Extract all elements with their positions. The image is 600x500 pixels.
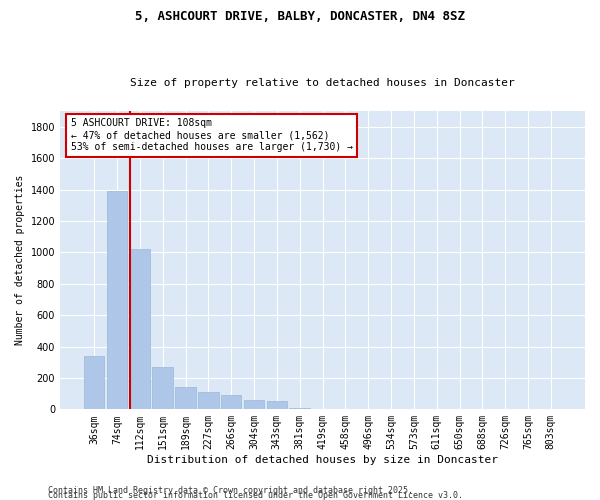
Text: 5, ASHCOURT DRIVE, BALBY, DONCASTER, DN4 8SZ: 5, ASHCOURT DRIVE, BALBY, DONCASTER, DN4…: [135, 10, 465, 23]
Bar: [152, 367, 173, 410]
Text: 5 ASHCOURT DRIVE: 108sqm
← 47% of detached houses are smaller (1,562)
53% of sem: 5 ASHCOURT DRIVE: 108sqm ← 47% of detach…: [71, 118, 353, 152]
Bar: [221, 395, 241, 409]
X-axis label: Distribution of detached houses by size in Doncaster: Distribution of detached houses by size …: [147, 455, 498, 465]
Bar: [266, 400, 287, 409]
Bar: [198, 392, 218, 409]
Title: Size of property relative to detached houses in Doncaster: Size of property relative to detached ho…: [130, 78, 515, 88]
Bar: [175, 388, 196, 409]
Bar: [84, 356, 104, 410]
Bar: [312, 408, 333, 410]
Bar: [107, 191, 127, 410]
Y-axis label: Number of detached properties: Number of detached properties: [15, 175, 25, 346]
Text: Contains HM Land Registry data © Crown copyright and database right 2025.: Contains HM Land Registry data © Crown c…: [48, 486, 413, 495]
Bar: [244, 400, 264, 409]
Text: Contains public sector information licensed under the Open Government Licence v3: Contains public sector information licen…: [48, 491, 463, 500]
Bar: [130, 249, 150, 410]
Bar: [289, 408, 310, 410]
